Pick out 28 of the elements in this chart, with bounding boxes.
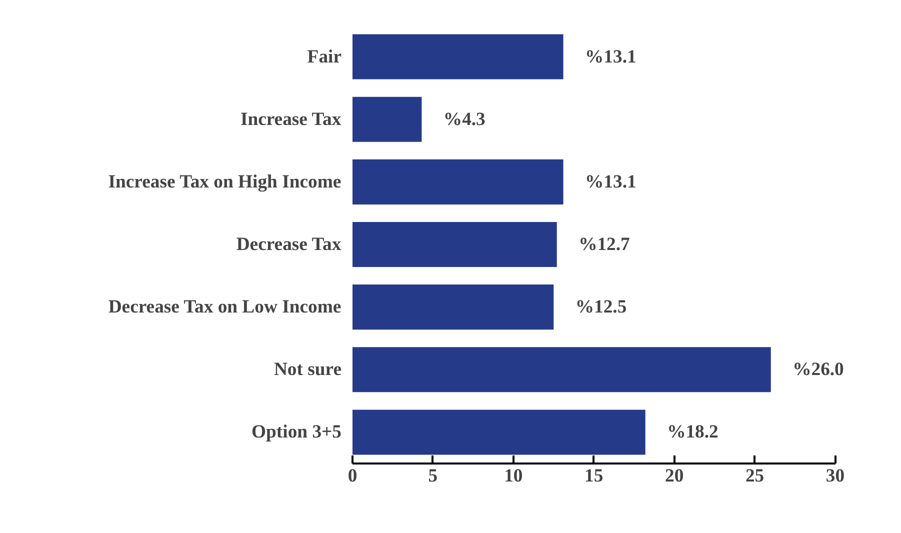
bar [352,347,771,392]
y-tick-label: Option 3+5 [252,422,342,443]
data-label: %12.7 [578,234,630,255]
x-tick-label: 20 [664,466,684,486]
data-label: %13.1 [585,171,636,192]
bar [352,34,564,80]
data-label: %26.0 [792,359,844,380]
bar [352,410,646,455]
y-tick-label: Not sure [274,359,342,380]
x-tick-label: 0 [348,466,358,486]
y-tick-label: Increase Tax [240,108,342,130]
x-tick-label: 25 [745,466,764,486]
y-tick-label: Decrease Tax [236,234,342,255]
y-tick-label: Decrease Tax on Low Income [108,296,342,318]
x-tick-label: 10 [504,466,523,486]
data-label: %12.5 [575,296,627,318]
x-tick-label: 15 [584,466,604,486]
data-label: %13.1 [585,46,636,68]
bar [352,96,422,142]
y-tick-label: Increase Tax on High Income [108,171,342,192]
x-tick-label: 5 [428,466,438,486]
x-tick-label: 30 [826,466,845,486]
data-label: %4.3 [443,108,486,130]
bar [352,284,554,330]
bar [352,222,557,268]
bar [352,159,564,204]
data-label: %18.2 [667,422,718,443]
y-tick-label: Fair [307,46,342,68]
